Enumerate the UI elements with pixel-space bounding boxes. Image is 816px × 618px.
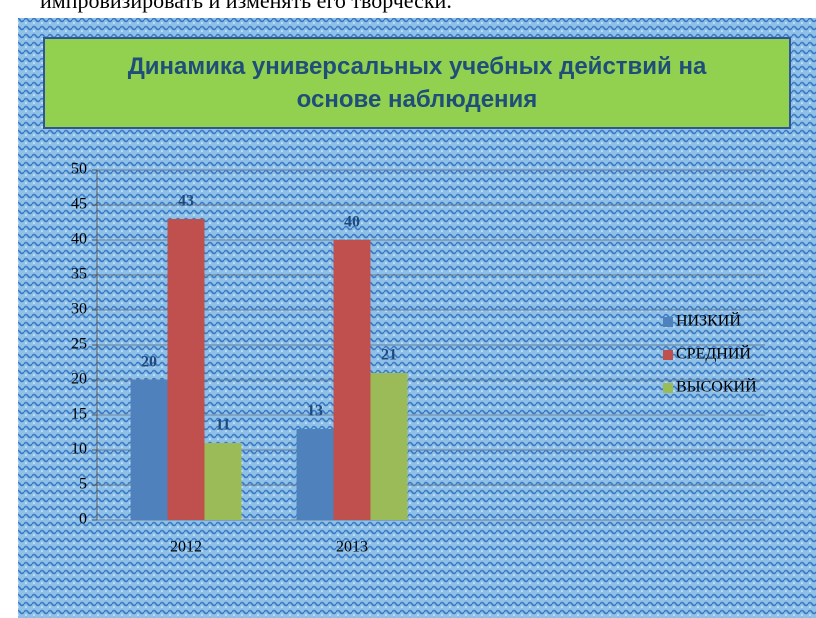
y-tick-label: 35	[71, 266, 87, 283]
bar	[167, 219, 205, 520]
legend-label: СРЕДНИЙ	[676, 344, 751, 363]
y-tick-label: 20	[71, 371, 87, 388]
legend-label: НИЗКИЙ	[676, 311, 741, 330]
bar	[130, 380, 168, 520]
x-tick-label: 2012	[170, 539, 202, 556]
data-label: 43	[178, 193, 194, 210]
legend-swatch	[663, 350, 673, 360]
y-tick-label: 0	[79, 511, 87, 528]
legend-swatch	[663, 383, 673, 393]
bar	[296, 429, 334, 520]
chart-title: Динамика универсальных учебных действий …	[43, 37, 791, 129]
bar	[333, 240, 371, 520]
data-label: 21	[381, 347, 397, 364]
x-tick-label: 2013	[336, 539, 368, 556]
bar	[370, 373, 408, 520]
data-label: 40	[344, 214, 360, 231]
legend-swatch	[663, 317, 673, 327]
data-label: 13	[307, 403, 323, 420]
y-tick-label: 50	[71, 161, 87, 178]
y-tick-label: 40	[71, 231, 87, 248]
legend-label: ВЫСОКИЙ	[676, 377, 757, 396]
y-tick-label: 45	[71, 196, 87, 213]
y-tick-label: 10	[71, 441, 87, 458]
y-tick-label: 25	[71, 336, 87, 353]
y-tick-label: 30	[71, 301, 87, 318]
bar	[204, 443, 242, 520]
data-label: 11	[215, 417, 230, 434]
header-text: импровизировать и изменять его творчески…	[40, 0, 452, 13]
y-tick-label: 15	[71, 406, 87, 423]
y-tick-label: 5	[79, 476, 87, 493]
data-label: 20	[141, 354, 157, 371]
